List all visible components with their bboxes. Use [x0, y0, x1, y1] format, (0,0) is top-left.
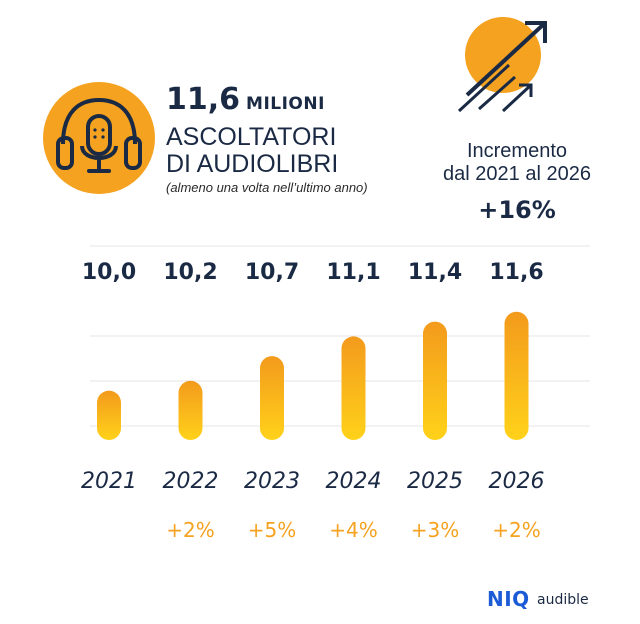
- niq-logo: NIQ: [487, 587, 530, 611]
- value-label-2023: 10,7: [245, 260, 299, 285]
- increment-value: +16%: [478, 196, 556, 224]
- value-label-2024: 11,1: [326, 260, 380, 285]
- growth-label-2025: +3%: [411, 518, 460, 542]
- growth-label-2022: +2%: [166, 518, 215, 542]
- value-label-2026: 11,6: [489, 260, 543, 285]
- growth-label-2026: +2%: [492, 518, 541, 542]
- bar-2021: [97, 390, 121, 440]
- value-label-2025: 11,4: [408, 260, 462, 285]
- growth-label-2024: +4%: [329, 518, 378, 542]
- headline: ASCOLTATORI DI AUDIOLIBRI: [166, 124, 338, 178]
- big-number-value: 11,6: [166, 82, 241, 117]
- year-label-2021: 2021: [81, 469, 137, 494]
- bar-2022: [178, 380, 203, 440]
- year-label-2026: 2026: [489, 469, 545, 494]
- value-label-2022: 10,2: [163, 260, 217, 285]
- big-number: 11,6 MILIONI: [166, 82, 325, 117]
- growth-label-2023: +5%: [248, 518, 297, 542]
- increment-label: Incremento dal 2021 al 2026: [424, 140, 610, 186]
- big-number-unit: MILIONI: [246, 94, 325, 114]
- increment-line2: dal 2021 al 2026: [443, 163, 591, 185]
- year-label-2024: 2024: [326, 469, 382, 494]
- headline-line1: ASCOLTATORI: [166, 123, 337, 151]
- year-label-2022: 2022: [163, 469, 219, 494]
- bar-2023: [260, 356, 284, 440]
- audible-logo: audible: [537, 592, 589, 608]
- bar-2024: [341, 336, 366, 440]
- value-label-2021: 10,0: [82, 260, 136, 285]
- year-label-2025: 2025: [407, 469, 463, 494]
- growth-arrows-icon: [457, 17, 547, 113]
- bar-2025: [423, 321, 447, 440]
- headline-line2: DI AUDIOLIBRI: [166, 150, 339, 178]
- footnote: (almeno una volta nell’ultimo anno): [166, 180, 368, 195]
- headphones-icon: [43, 82, 155, 194]
- year-label-2023: 2023: [244, 469, 300, 494]
- increment-line1: Incremento: [466, 140, 568, 162]
- bar-2026: [504, 311, 529, 440]
